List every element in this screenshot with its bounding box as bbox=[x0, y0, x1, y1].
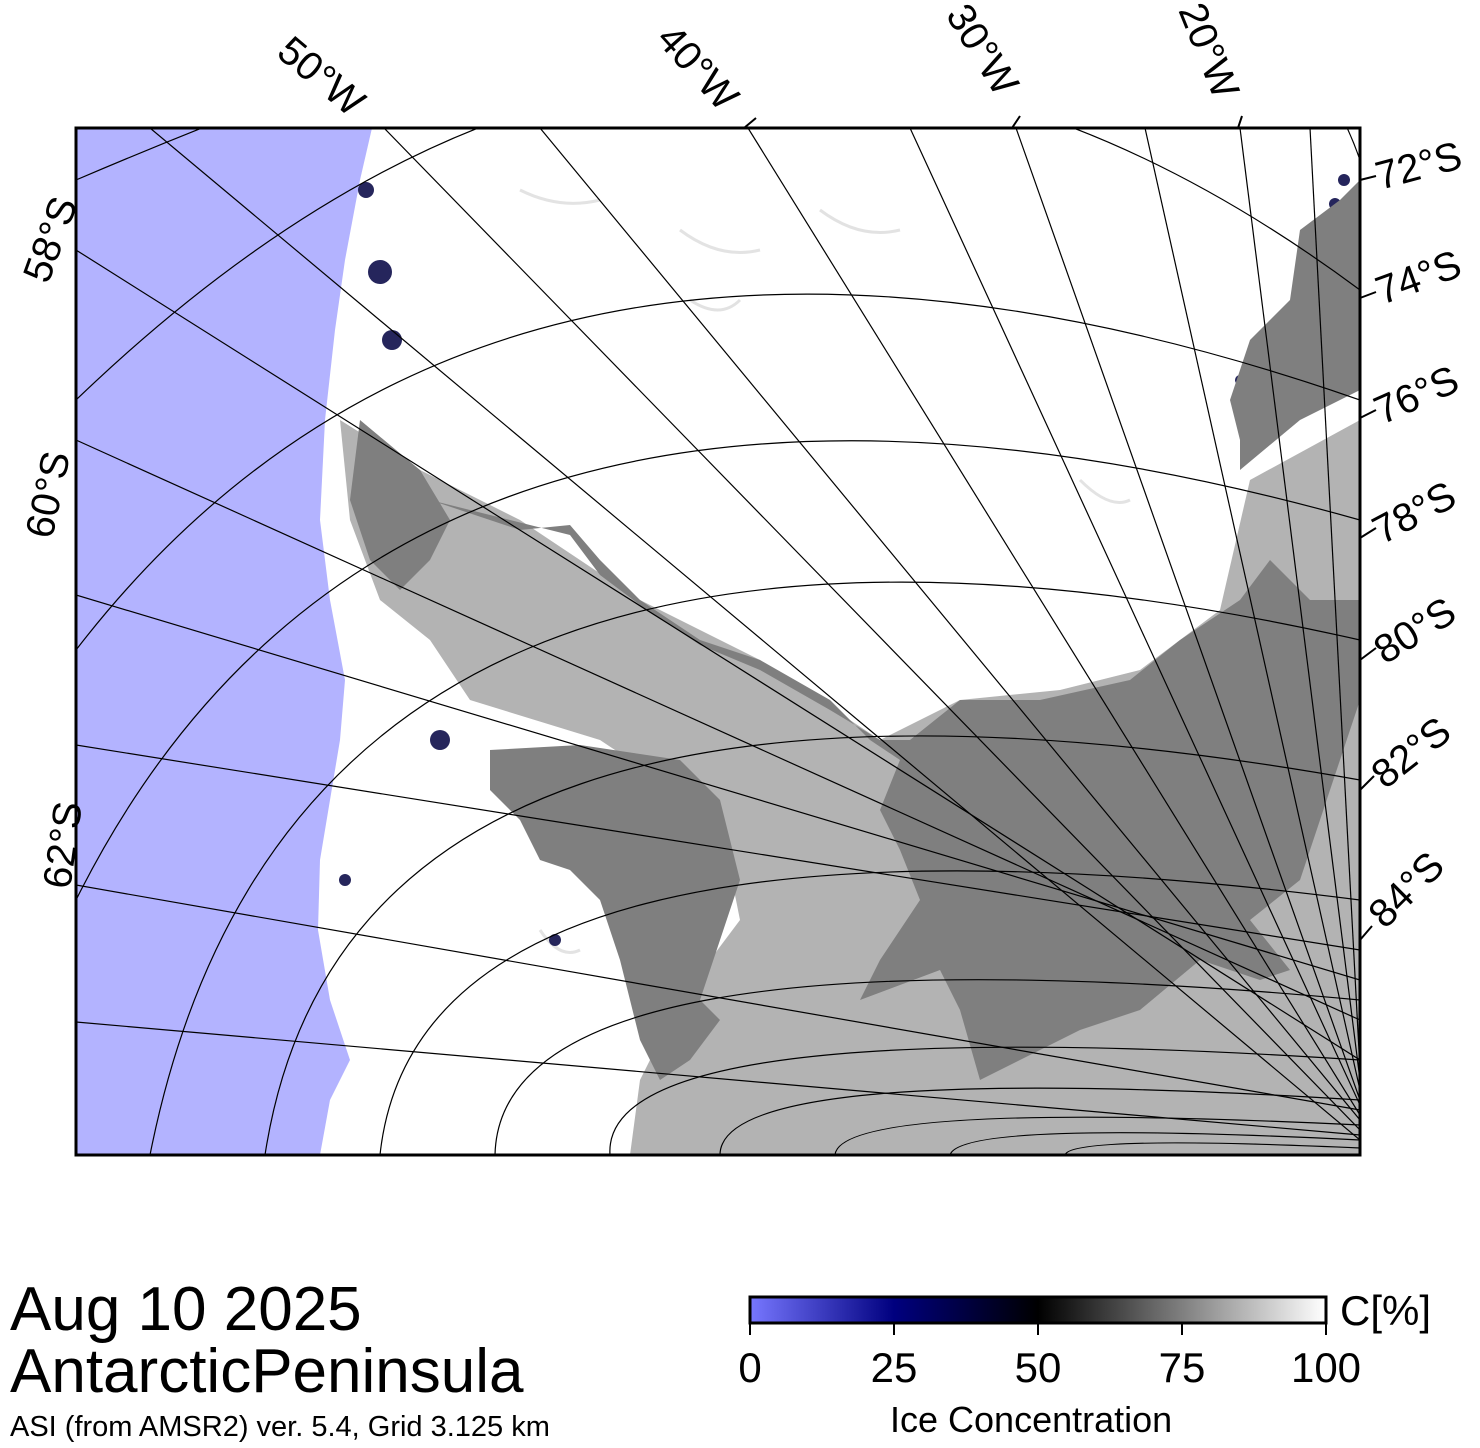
lat-label-72s: 72°S bbox=[1371, 134, 1467, 199]
map-area bbox=[76, 128, 1360, 1155]
colorbar-tick-label: 100 bbox=[1290, 1344, 1362, 1391]
lon-ticks bbox=[380, 115, 1243, 129]
lat-label-80s: 80°S bbox=[1366, 589, 1463, 673]
longitude-labels: 50°W 40°W 30°W 20°W bbox=[269, 0, 1247, 125]
lat-label-74s: 74°S bbox=[1370, 242, 1467, 313]
colorbar-gradient bbox=[748, 1295, 1328, 1325]
parallels bbox=[76, 128, 1360, 1155]
ice-texture bbox=[519, 188, 1131, 954]
lon-label-40w: 40°W bbox=[648, 17, 747, 120]
land-region bbox=[430, 500, 1360, 1080]
colorbar-tick-label: 0 bbox=[738, 1344, 762, 1391]
lon-label-50w: 50°W bbox=[269, 28, 373, 125]
lat-label-84s: 84°S bbox=[1360, 844, 1453, 937]
land-region-4 bbox=[350, 420, 450, 590]
colorbar bbox=[748, 1295, 1328, 1335]
map-frame bbox=[74, 126, 1362, 1157]
lat-label-60s: 60°S bbox=[18, 447, 79, 541]
colorbar-tick-label: 75 bbox=[1158, 1344, 1206, 1391]
colorbar-tick-label: 50 bbox=[1014, 1344, 1062, 1391]
colorbar-title: Ice Concentration bbox=[890, 1399, 1173, 1440]
latitude-labels-right: 72°S 74°S 76°S 78°S 80°S 82°S 84°S bbox=[1360, 134, 1467, 937]
open-ocean-region bbox=[76, 128, 372, 1155]
colorbar-unit: C[%] bbox=[1340, 1287, 1432, 1334]
lon-label-20w: 20°W bbox=[1170, 0, 1248, 105]
lat-label-78s: 78°S bbox=[1366, 473, 1464, 553]
land-region-3 bbox=[1230, 180, 1360, 470]
map-date: Aug 10 2025 bbox=[10, 1275, 362, 1344]
lat-ticks bbox=[1359, 175, 1377, 941]
lat-label-82s: 82°S bbox=[1363, 709, 1459, 797]
colorbar-tick-label: 25 bbox=[870, 1344, 918, 1391]
map-region: AntarcticPeninsula bbox=[10, 1337, 524, 1406]
lat-label-76s: 76°S bbox=[1368, 358, 1466, 434]
map-product: ASI (from AMSR2) ver. 5.4, Grid 3.125 km bbox=[10, 1411, 550, 1443]
lon-label-30w: 30°W bbox=[937, 0, 1027, 103]
colorbar-ticks bbox=[749, 1323, 1327, 1335]
